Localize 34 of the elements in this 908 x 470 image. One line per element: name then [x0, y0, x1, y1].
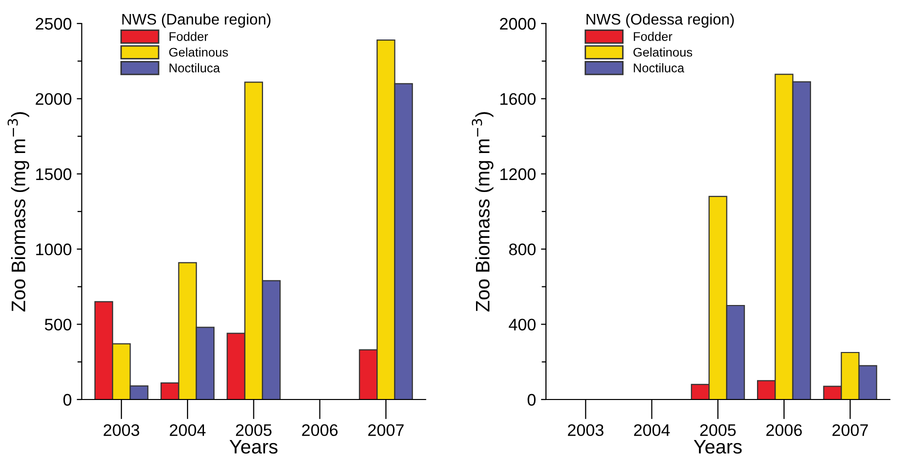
y-tick-label: 0 [63, 394, 72, 406]
y-tick-label: 2500 [36, 18, 72, 30]
y-tick-label: 1600 [500, 93, 536, 105]
x-tick-label: 2006 [766, 424, 802, 436]
legend-label: Fodder [634, 32, 672, 41]
x-tick-label: 2006 [302, 424, 338, 436]
x-tick-label: 2004 [170, 424, 206, 436]
legend-label: Noctiluca [170, 63, 220, 72]
legend-label: Gelatinous [169, 47, 228, 57]
x-tick-label: 2004 [634, 424, 670, 436]
legend-label: Fodder [170, 32, 208, 41]
legend-label: Noctiluca [634, 63, 684, 72]
legend-label: Gelatinous [633, 47, 692, 57]
y-tick-label: 800 [509, 244, 536, 256]
x-tick-label: 2005 [700, 424, 736, 436]
y-tick-label: 2000 [500, 18, 536, 30]
y-tick-label: 1000 [36, 244, 72, 256]
x-tick-label: 2003 [568, 424, 604, 436]
x-axis-title: Years [230, 440, 278, 454]
y-axis-title: Zoo Biomass (mg m$^{−3}$) [472, 112, 494, 312]
y-tick-label: 1500 [36, 168, 72, 180]
y-axis-title: Zoo Biomass (mg m$^{−3}$) [8, 112, 30, 312]
y-tick-label: 2000 [36, 93, 72, 105]
y-tick-label: 500 [44, 318, 72, 331]
x-tick-label: 2007 [832, 424, 868, 436]
x-tick-label: 2003 [104, 424, 140, 436]
y-tick-label: 400 [508, 318, 536, 331]
y-tick-label: 1200 [500, 168, 536, 180]
x-tick-label: 2007 [368, 424, 404, 436]
legend-title: NWS (Danube region) [122, 13, 270, 28]
x-tick-label: 2005 [236, 424, 272, 436]
x-axis-title: Years [694, 440, 742, 454]
y-tick-label: 0 [528, 394, 536, 406]
legend-title: NWS (Odessa region) [586, 13, 734, 28]
